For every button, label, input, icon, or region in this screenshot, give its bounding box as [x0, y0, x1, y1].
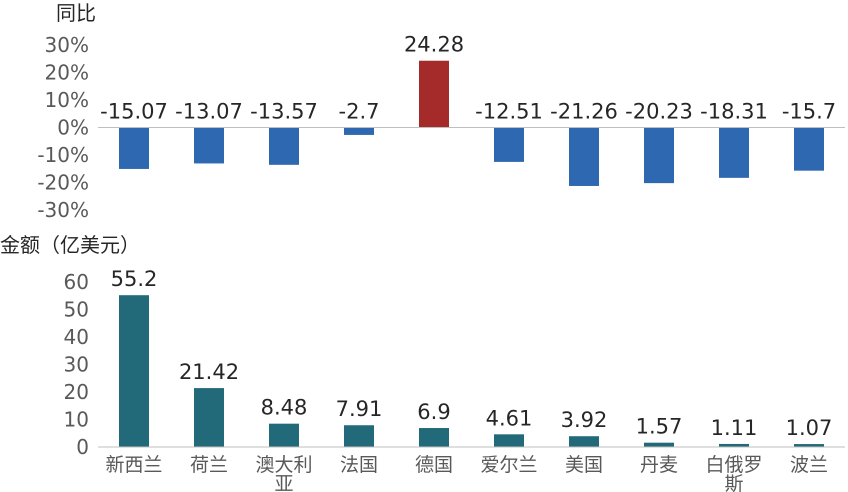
bottom-y-tick-label: 30 [64, 353, 89, 377]
top-bar [644, 127, 674, 184]
bottom-bar [569, 436, 599, 447]
category-label: 德国 [415, 454, 453, 476]
top-data-label: -15.07 [100, 100, 168, 124]
category-label: 澳大利亚 [255, 454, 312, 492]
bottom-data-label: 21.42 [179, 360, 239, 384]
bottom-bar [719, 443, 749, 447]
bottom-data-label: 55.2 [111, 267, 158, 291]
top-bar [119, 127, 149, 169]
yoy-growth-chart: 同比 30% 20% 10% 0% -10% -20% -30% -15.07 -13.07 -13… [37, 1, 845, 222]
top-bar [719, 127, 749, 178]
bottom-y-tick-label: 50 [64, 298, 89, 322]
category-label: 法国 [340, 454, 378, 476]
bottom-data-label: 4.61 [486, 406, 533, 430]
bottom-bar [269, 423, 299, 447]
category-label: 波兰 [790, 454, 828, 476]
bottom-bar [794, 444, 824, 447]
top-data-label: -13.57 [250, 100, 318, 124]
category-label: 新西兰 [105, 454, 162, 476]
top-y-tick-label: -30% [37, 198, 89, 222]
bottom-data-label: 7.91 [336, 397, 383, 421]
category-label: 美国 [565, 454, 603, 476]
top-y-tick-label: 30% [45, 33, 89, 57]
top-data-label: -15.7 [782, 100, 836, 124]
top-bar [269, 127, 299, 165]
top-data-label: -21.26 [550, 100, 618, 124]
top-bar [344, 127, 374, 135]
category-label: 丹麦 [640, 454, 678, 476]
top-data-label: -12.51 [475, 100, 543, 124]
top-bar [419, 60, 449, 128]
top-y-tick-label: 20% [45, 61, 89, 85]
bottom-y-tick-label: 60 [64, 270, 89, 294]
bottom-data-label: 6.9 [417, 400, 450, 424]
bottom-data-label: 3.92 [561, 408, 608, 432]
top-bar [569, 127, 599, 186]
bottom-axis-title: 金额（亿美元） [0, 233, 140, 257]
top-data-label: -18.31 [700, 100, 768, 124]
top-y-tick-label: -10% [37, 143, 89, 167]
bottom-y-tick-label: 10 [64, 408, 89, 432]
top-y-tick-label: 10% [45, 88, 89, 112]
top-y-tick-label: -20% [37, 171, 89, 195]
top-data-label: -20.23 [625, 100, 693, 124]
top-axis-title: 同比 [56, 1, 96, 25]
bottom-data-label: 1.11 [711, 416, 758, 440]
top-bar [494, 127, 524, 162]
bottom-y-tick-label: 40 [64, 325, 89, 349]
bottom-bar [644, 442, 674, 447]
category-label: 白俄罗斯 [705, 454, 762, 492]
category-label: 爱尔兰 [480, 454, 537, 476]
bottom-bar [344, 425, 374, 447]
bottom-bar [494, 434, 524, 447]
top-data-label: -13.07 [175, 100, 243, 124]
amount-chart: 金额（亿美元） 60 50 40 30 20 10 0 55.2 21.42 8.48 7.91 6.9… [0, 233, 845, 492]
top-data-label: -2.7 [339, 100, 380, 124]
top-bar [794, 127, 824, 171]
bottom-data-label: 1.07 [786, 416, 833, 440]
bottom-data-label: 8.48 [261, 396, 308, 420]
top-y-tick-label: 0% [57, 116, 89, 140]
bottom-bar [419, 428, 449, 447]
top-data-label: 24.28 [404, 33, 464, 57]
top-bar [194, 127, 224, 164]
bottom-y-tick-label: 0 [76, 435, 89, 459]
bottom-y-tick-label: 20 [64, 380, 89, 404]
bottom-data-label: 1.57 [636, 415, 683, 439]
category-label: 荷兰 [190, 454, 228, 476]
bottom-bar [194, 388, 224, 447]
bottom-bar [119, 295, 149, 447]
